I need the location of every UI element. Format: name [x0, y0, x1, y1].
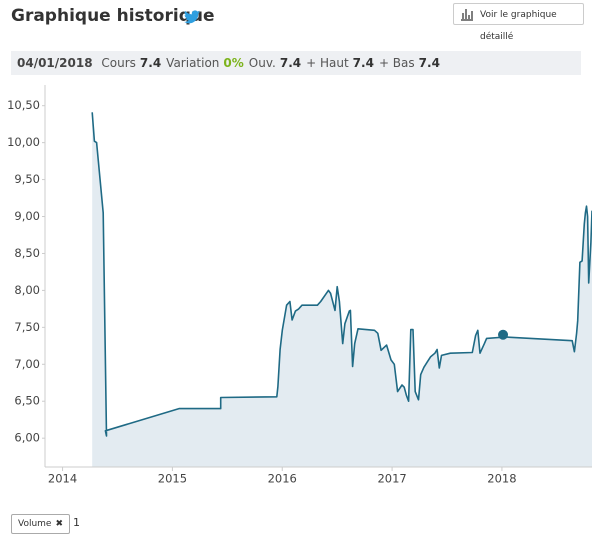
info-bar: 04/01/2018 Cours 7.4 Variation 0% Ouv. 7.4 + H… [11, 51, 581, 75]
x-tick-label: 2018 [487, 472, 516, 486]
y-tick-label: 7,00 [14, 357, 40, 371]
info-label: + Bas [378, 56, 415, 70]
y-tick-label: 9,50 [14, 172, 40, 186]
chart: 6,00 6,50 7,00 7,50 8,00 8,50 9,00 9,50 10,00 10,… [7, 85, 592, 486]
x-tick-label: 2016 [268, 472, 297, 486]
x-tick-label: 2014 [48, 472, 77, 486]
tag-label: Volume [18, 519, 52, 529]
y-tick-label: 7,50 [14, 320, 40, 334]
y-tick-label: 9,00 [14, 209, 40, 223]
x-tick-label: 2015 [158, 472, 187, 486]
twitter-icon[interactable] [184, 10, 200, 24]
info-value: 7.4 [279, 56, 302, 70]
date: 04/01/2018 [17, 56, 93, 70]
info-value: 0% [223, 56, 244, 70]
y-tick-label: 8,00 [14, 283, 40, 297]
price-line [91, 112, 592, 437]
button-label: Voir le graphique détaillé [480, 10, 557, 42]
area-fill [92, 112, 592, 468]
y-tick-label: 10,00 [7, 135, 40, 149]
info-value: 7.4 [139, 56, 162, 70]
count: 1 [73, 516, 80, 529]
info-value: 7.4 [418, 56, 440, 70]
y-tick-label: 10,50 [7, 98, 40, 112]
detail-button[interactable]: Voir le graphique détaillé [453, 3, 584, 42]
info-label: Cours [101, 56, 136, 70]
hover-marker [498, 329, 509, 340]
remove-icon[interactable]: ✖ [55, 519, 64, 529]
x-tick-label: 2017 [377, 472, 406, 486]
volume-tag[interactable]: Volume ✖ [11, 514, 71, 534]
info-label: Variation [166, 56, 220, 70]
info-label: Ouv. [248, 56, 276, 70]
info-label: + Haut [306, 56, 349, 70]
chart-icon [461, 9, 473, 21]
y-tick-label: 6,50 [14, 394, 40, 408]
widget-title: Graphique historique [11, 6, 215, 26]
info-value: 7.4 [352, 56, 374, 70]
y-tick-label: 6,00 [14, 431, 40, 445]
y-tick-label: 8,50 [14, 246, 40, 260]
